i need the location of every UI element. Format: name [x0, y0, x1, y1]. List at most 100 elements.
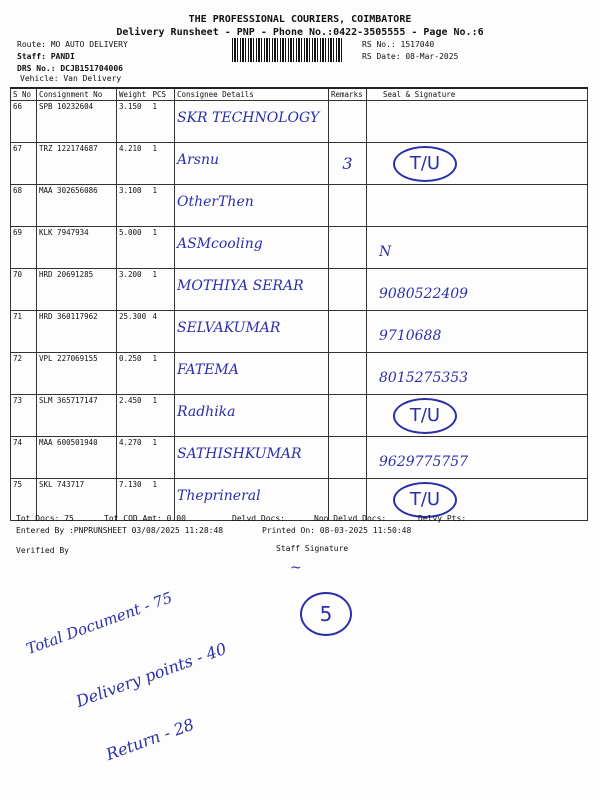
tot-cod: Tot COD Amt: 0.00: [104, 514, 186, 523]
consignment-cell: MAA 600501940: [36, 436, 117, 479]
consignee-handwritten: SELVAKUMAR: [177, 320, 281, 336]
seal-signature: 8015275353: [379, 370, 469, 386]
route: Route: MO AUTO DELIVERY: [17, 40, 128, 49]
consignee-handwritten: MOTHIYA SERAR: [177, 278, 304, 294]
pcs-cell: 1: [150, 352, 175, 395]
seal-signature: T/U: [393, 482, 457, 518]
sno-cell: 67: [10, 142, 37, 185]
consignment-cell: KLK 7947934: [36, 226, 117, 269]
col-consignment: Consignment No: [36, 87, 117, 101]
delvy-pts: Delvy Pts:: [418, 514, 467, 523]
seal-cell: T/U: [366, 142, 588, 185]
barcode: [232, 38, 342, 62]
sno-cell: 73: [10, 394, 37, 437]
remarks-cell: [328, 394, 367, 437]
rs-date: RS Date: 08-Mar-2025: [362, 52, 459, 61]
pcs-cell: 1: [150, 100, 175, 143]
pcs-cell: 1: [150, 226, 175, 269]
pcs-cell: 1: [150, 142, 175, 185]
sno-cell: 74: [10, 436, 37, 479]
seal-signature: 9080522409: [379, 286, 469, 302]
col-consignee: Consignee Details: [174, 87, 329, 101]
company-name: THE PROFESSIONAL COURIERS, COIMBATORE: [188, 14, 412, 25]
pcs-cell: 1: [150, 268, 175, 311]
weight-cell: 4.270: [116, 436, 151, 479]
sno-cell: 69: [10, 226, 37, 269]
remarks-cell: [328, 352, 367, 395]
seal-cell: [366, 100, 588, 143]
consignee-cell: FATEMA: [174, 352, 329, 395]
table-row: 69 KLK 7947934 5.000 1 ASMcooling N: [10, 226, 588, 269]
vehicle: Vehicle: Van Delivery: [20, 74, 122, 83]
pcs-cell: 4: [150, 310, 175, 353]
weight-cell: 5.000: [116, 226, 151, 269]
consignee-handwritten: SATHISHKUMAR: [177, 446, 302, 462]
seal-cell: 9710688: [366, 310, 588, 353]
seal-signature: 9710688: [379, 328, 442, 344]
consignee-handwritten: Theprineral: [177, 488, 261, 504]
consignee-cell: SATHISHKUMAR: [174, 436, 329, 479]
weight-cell: 0.250: [116, 352, 151, 395]
weight-cell: 3.150: [116, 100, 151, 143]
col-remarks: Remarks: [328, 87, 367, 101]
col-pcs: PCS: [150, 87, 175, 101]
seal-cell: 9080522409: [366, 268, 588, 311]
consignment-cell: TRZ 122174687: [36, 142, 117, 185]
sno-cell: 71: [10, 310, 37, 353]
sno-cell: 70: [10, 268, 37, 311]
remarks-cell: [328, 100, 367, 143]
col-seal: Seal & Signature: [366, 87, 588, 101]
consignment-cell: HRD 20691285: [36, 268, 117, 311]
weight-cell: 7.130: [116, 478, 151, 521]
seal-cell: T/U: [366, 394, 588, 437]
consignee-handwritten: OtherThen: [177, 194, 254, 210]
consignee-cell: SKR TECHNOLOGY: [174, 100, 329, 143]
seal-signature: T/U: [393, 398, 457, 434]
consignee-handwritten: FATEMA: [177, 362, 239, 378]
weight-cell: 2.450: [116, 394, 151, 437]
consignee-handwritten: Radhika: [177, 404, 236, 420]
consignment-cell: MAA 302656086: [36, 184, 117, 227]
remarks-cell: [328, 268, 367, 311]
consignment-cell: SLM 365717147: [36, 394, 117, 437]
table-row: 73 SLM 365717147 2.450 1 Radhika T/U: [10, 394, 588, 437]
remarks-cell: [328, 226, 367, 269]
remarks-cell: [328, 310, 367, 353]
staff: Staff: PANDI: [17, 52, 75, 61]
table-row: 66 SPB 10232604 3.150 1 SKR TECHNOLOGY: [10, 100, 588, 143]
consignee-handwritten: ASMcooling: [177, 236, 263, 252]
delvd-docs: Delvd Docs:: [232, 514, 285, 523]
col-weight: Weight: [116, 87, 151, 101]
runsheet-title: Delivery Runsheet - PNP - Phone No.:0422…: [116, 27, 484, 38]
weight-cell: 3.100: [116, 184, 151, 227]
consignee-cell: Arsnu: [174, 142, 329, 185]
rs-no: RS No.: 1517040: [362, 40, 435, 49]
consignee-handwritten: Arsnu: [177, 152, 220, 168]
remarks-handwritten: 3: [342, 154, 353, 173]
remarks-cell: [328, 184, 367, 227]
note-delivery: Delivery points - 40: [73, 638, 230, 711]
seal-cell: N: [366, 226, 588, 269]
table-row: 71 HRD 360117962 25.300 4 SELVAKUMAR 9710688: [10, 310, 588, 353]
sno-cell: 66: [10, 100, 37, 143]
table-row: 74 MAA 600501940 4.270 1 SATHISHKUMAR 9629775…: [10, 436, 588, 479]
staff-signature-label: Staff Signature: [276, 544, 349, 553]
table-row: 72 VPL 227069155 0.250 1 FATEMA 8015275353: [10, 352, 588, 395]
note-total: Total Document - 75: [23, 588, 175, 658]
weight-cell: 25.300: [116, 310, 151, 353]
consignment-cell: SPB 10232604: [36, 100, 117, 143]
consignee-handwritten: SKR TECHNOLOGY: [177, 110, 320, 126]
consignee-cell: SELVAKUMAR: [174, 310, 329, 353]
sno-cell: 72: [10, 352, 37, 395]
table-row: 75 SKL 743717 7.130 1 Theprineral T/U: [10, 478, 588, 521]
consignee-cell: MOTHIYA SERAR: [174, 268, 329, 311]
seal-cell: 9629775757: [366, 436, 588, 479]
pcs-cell: 1: [150, 184, 175, 227]
table-row: 67 TRZ 122174687 4.210 1 Arsnu 3 T/U: [10, 142, 588, 185]
seal-signature: T/U: [393, 146, 457, 182]
seal-signature: 9629775757: [379, 454, 469, 470]
tot-docs: Tot Docs: 75: [16, 514, 74, 523]
remarks-cell: [328, 436, 367, 479]
table-row: 68 MAA 302656086 3.100 1 OtherThen: [10, 184, 588, 227]
col-sno: S No: [10, 87, 37, 101]
